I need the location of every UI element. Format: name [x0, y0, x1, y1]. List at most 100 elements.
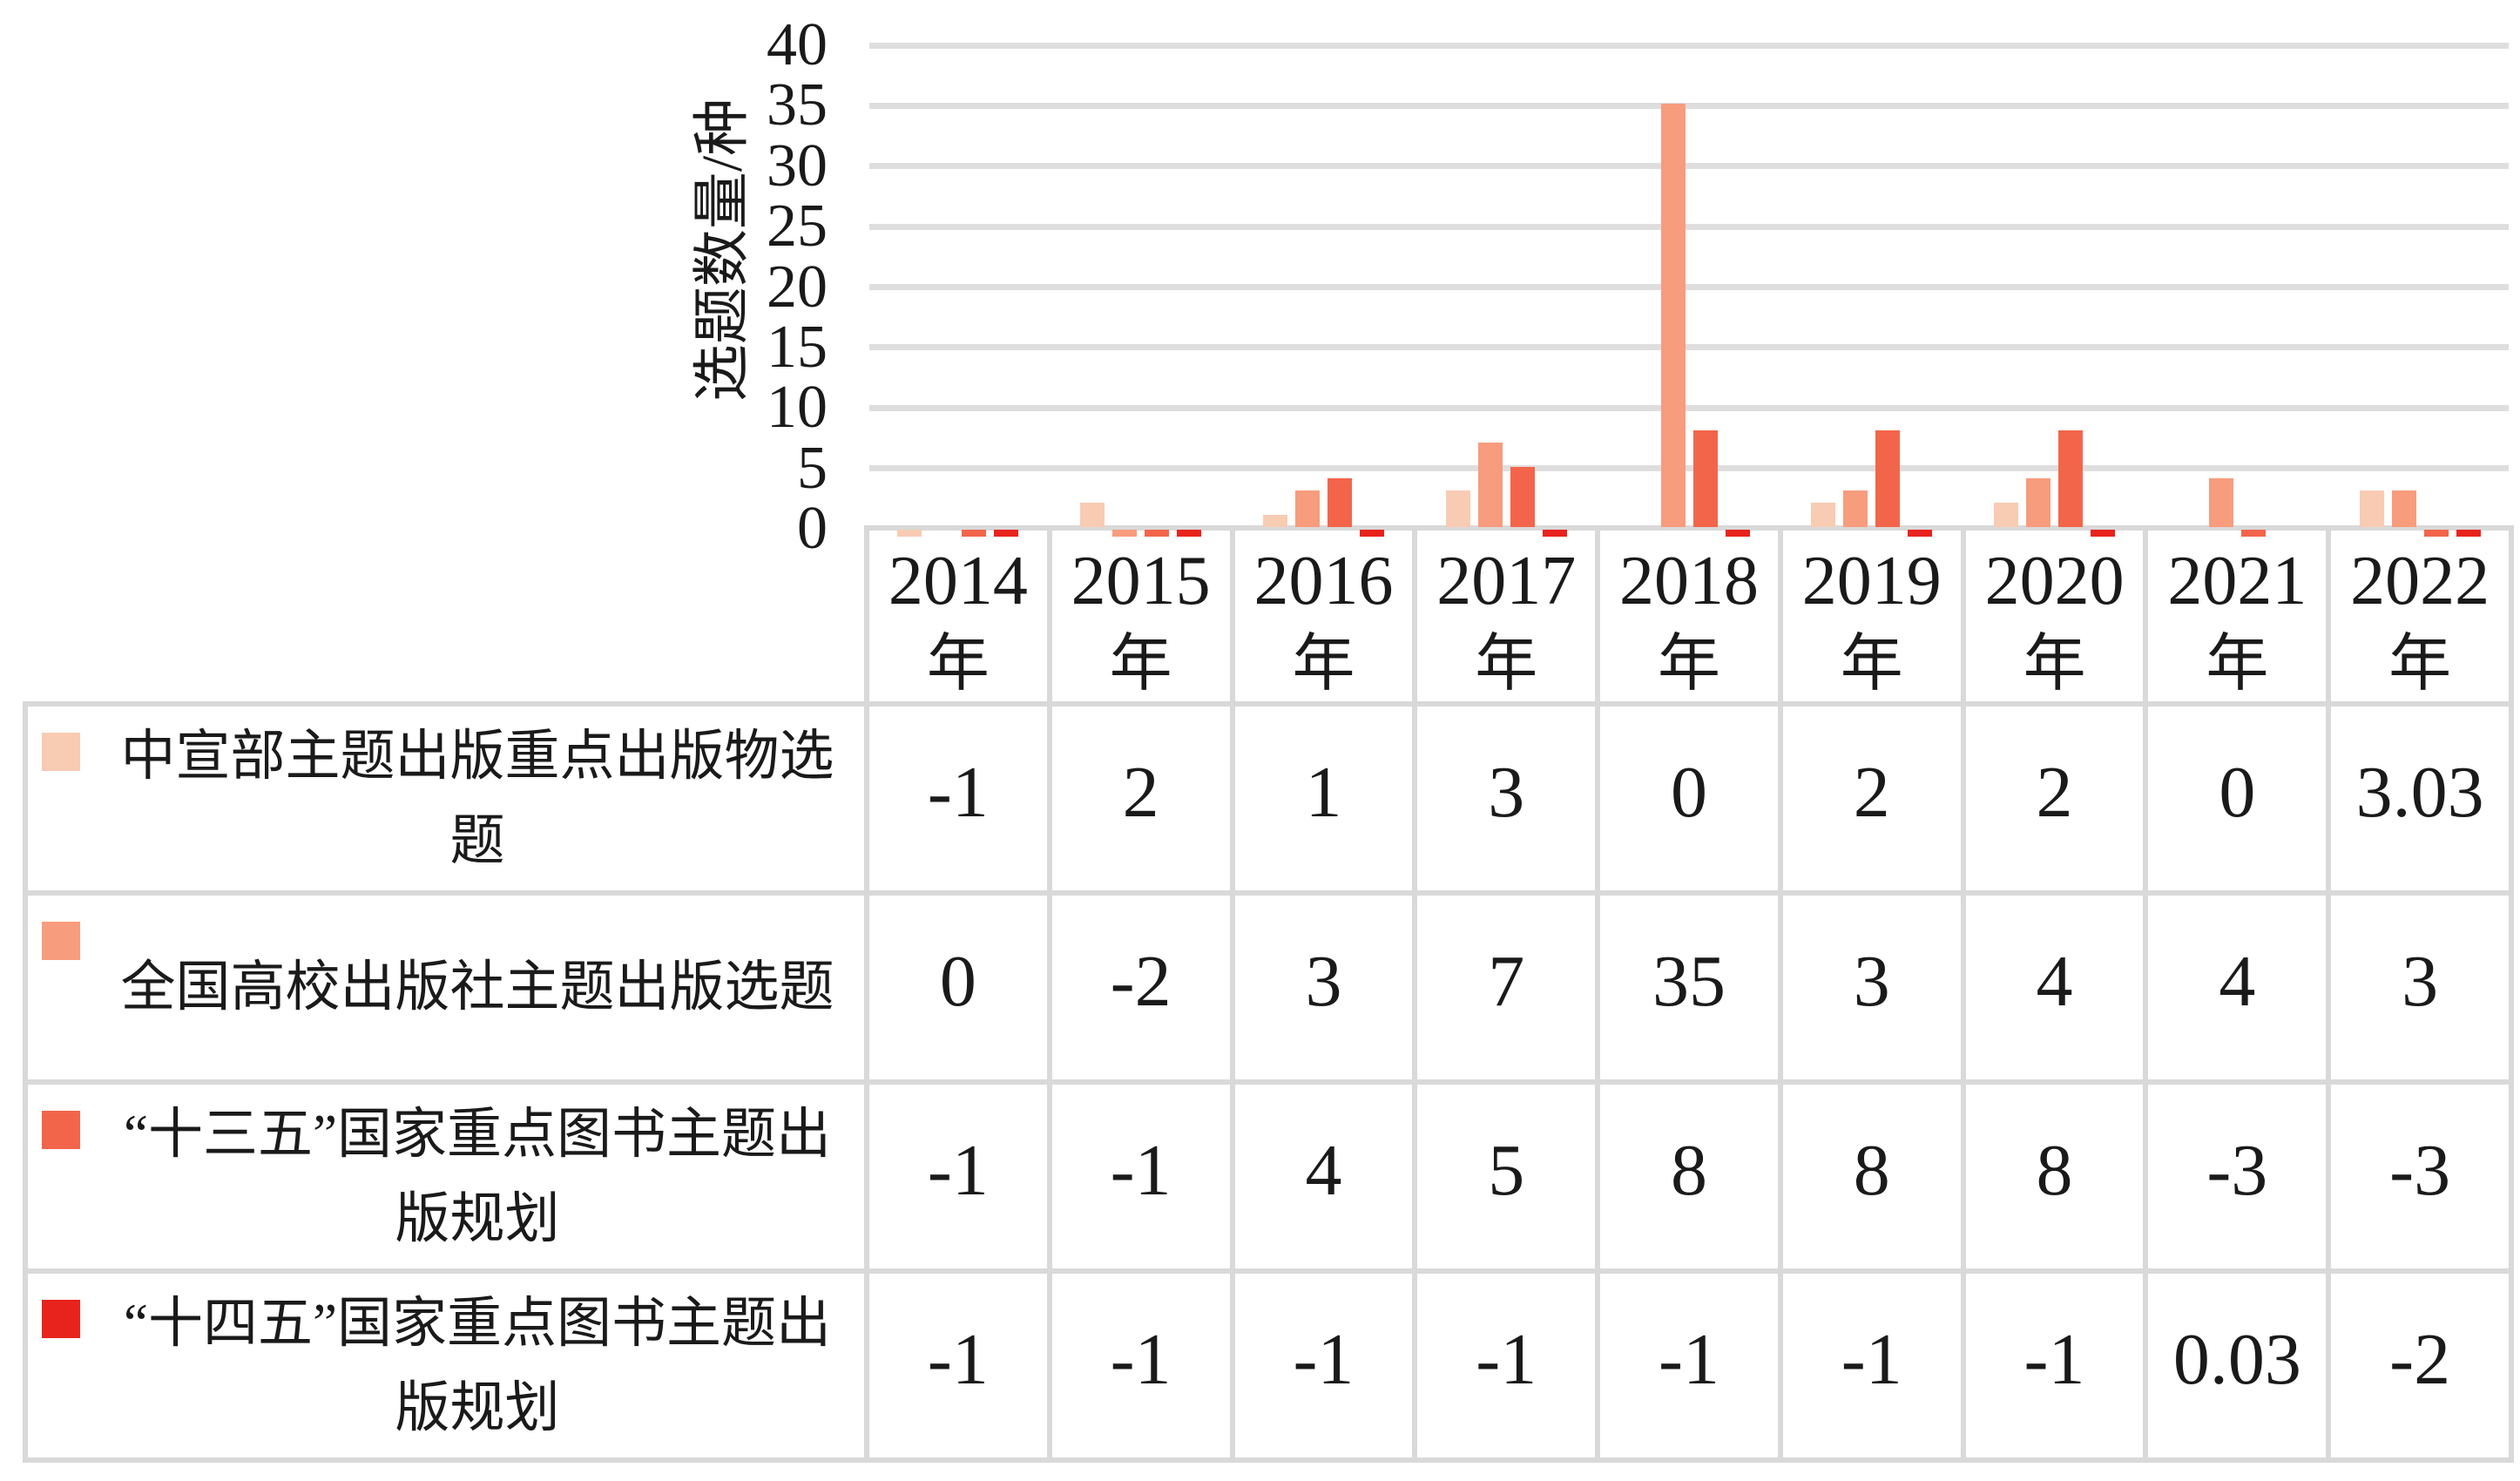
x-category-unit: 年 [1292, 629, 1355, 699]
x-category-year: 2018 [1619, 543, 1760, 619]
table-value-2020年-s4: -1 [1965, 1274, 2144, 1457]
table-value-2017年-s4: -1 [1417, 1274, 1596, 1457]
x-category-cell-2015年: 2015 年 [1051, 531, 1230, 702]
data-table: 中宣部主题出版重点出版物选题 -1 2 1 3 0 2 2 0 3.03 全国高校出版社主题出版选题… [23, 701, 2514, 1463]
bar-2017年-s3 [1510, 467, 1535, 527]
x-category-year: 2022 [2350, 543, 2490, 619]
x-axis-label-band: 2014 年 2015 年 2016 年 2017 年 2018 年 2019 年 2020 年 2021 年… [864, 525, 2514, 707]
bar-2018年-s2 [1660, 104, 1686, 527]
legend-swatch-icon [42, 922, 80, 960]
table-value-2021年-s3: -3 [2148, 1085, 2327, 1268]
table-value-2016年-s4: -1 [1234, 1274, 1413, 1457]
table-value-2016年-s3: 4 [1234, 1085, 1413, 1268]
table-value-2014年-s3: -1 [869, 1085, 1047, 1268]
x-category-cell-2014年: 2014 年 [869, 531, 1047, 702]
table-value-2018年-s2: 35 [1600, 896, 1778, 1079]
gridline-y40 [869, 42, 2509, 49]
table-value-2021年-s2: 4 [2148, 896, 2327, 1079]
x-category-unit: 年 [1658, 629, 1721, 699]
bar-2022年-s1 [2359, 490, 2384, 527]
x-category-year: 2015 [1071, 543, 1211, 619]
legend-swatch-icon [42, 733, 80, 771]
bar-2016年-s2 [1295, 490, 1320, 527]
legend-cell-series3: “十三五”国家重点图书主题出版规划 [28, 1085, 864, 1268]
negative-bar-2017年-s4 [1542, 530, 1567, 537]
negative-bar-2018年-s4 [1725, 530, 1750, 537]
table-value-2022年-s4: -2 [2331, 1274, 2509, 1457]
negative-bar-2015年-s2 [1112, 530, 1138, 537]
gridline-y10 [869, 404, 2509, 411]
x-category-cell-2019年: 2019 年 [1782, 531, 1961, 702]
x-category-unit: 年 [926, 629, 990, 699]
table-value-2019年-s2: 3 [1782, 896, 1961, 1079]
x-category-unit: 年 [1840, 629, 1903, 699]
table-value-2014年-s2: 0 [869, 896, 1047, 1079]
x-category-year: 2021 [2167, 543, 2307, 619]
table-value-2015年-s4: -1 [1051, 1274, 1230, 1457]
negative-bar-2020年-s4 [2091, 530, 2116, 537]
bar-2018年-s3 [1692, 430, 1718, 527]
x-category-unit: 年 [2023, 629, 2086, 699]
legend-series-name: “十三五”国家重点图书主题出版规划 [124, 1103, 831, 1249]
y-tick-label: 20 [767, 253, 828, 321]
table-value-2017年-s2: 7 [1417, 896, 1596, 1079]
negative-bar-2015年-s3 [1145, 530, 1170, 537]
table-value-2016年-s2: 3 [1234, 896, 1413, 1079]
bar-2019年-s2 [1843, 490, 1868, 527]
y-tick-label: 0 [797, 495, 828, 562]
x-category-cell-2022年: 2022 年 [2331, 531, 2510, 702]
x-category-cell-2021年: 2021 年 [2148, 531, 2327, 702]
gridline-y35 [869, 102, 2509, 109]
legend-swatch-icon [42, 1300, 80, 1338]
bar-2022年-s2 [2391, 490, 2416, 527]
negative-bar-2014年-s1 [897, 530, 922, 537]
y-tick-label: 5 [797, 434, 828, 502]
table-value-2015年-s2: -2 [1051, 896, 1230, 1079]
negative-bar-2015年-s4 [1177, 530, 1202, 537]
bar-2016年-s3 [1328, 478, 1352, 527]
x-category-cell-2016年: 2016 年 [1234, 531, 1413, 702]
bar-2016年-s1 [1263, 515, 1287, 527]
gridline-y15 [869, 344, 2509, 351]
bar-2020年-s1 [1994, 503, 2019, 527]
bar-2019年-s1 [1811, 503, 1836, 527]
negative-bar-2022年-s3 [2423, 530, 2449, 537]
legend-cell-series1: 中宣部主题出版重点出版物选题 [28, 707, 864, 890]
x-category-unit: 年 [2206, 629, 2269, 699]
bar-2021年-s2 [2209, 478, 2233, 527]
table-value-2017年-s1: 3 [1417, 707, 1596, 890]
y-tick-label: 40 [767, 11, 828, 78]
table-value-2018年-s3: 8 [1600, 1085, 1778, 1268]
table-value-2016年-s1: 1 [1234, 707, 1413, 890]
legend-cell-series4: “十四五”国家重点图书主题出版规划 [28, 1274, 864, 1457]
legend-series-name: “十四五”国家重点图书主题出版规划 [124, 1292, 831, 1438]
bar-2019年-s3 [1875, 430, 1901, 527]
bar-2017年-s2 [1477, 443, 1503, 527]
x-category-year: 2014 [888, 543, 1028, 619]
x-category-year: 2016 [1253, 543, 1394, 619]
x-category-unit: 年 [1109, 629, 1172, 699]
table-value-2018年-s1: 0 [1600, 707, 1778, 890]
table-value-2022年-s2: 3 [2331, 896, 2509, 1079]
table-value-2015年-s3: -1 [1051, 1085, 1230, 1268]
table-value-2021年-s4: 0.03 [2148, 1274, 2327, 1457]
y-tick-label: 35 [767, 71, 828, 139]
table-value-2019年-s1: 2 [1782, 707, 1961, 890]
table-value-2020年-s3: 8 [1965, 1085, 2144, 1268]
x-category-unit: 年 [1475, 629, 1538, 699]
x-category-year: 2017 [1436, 543, 1577, 619]
table-value-2020年-s1: 2 [1965, 707, 2144, 890]
y-tick-label: 25 [767, 193, 828, 260]
table-value-2017年-s3: 5 [1417, 1085, 1596, 1268]
table-value-2014年-s4: -1 [869, 1274, 1047, 1457]
table-value-2021年-s1: 0 [2148, 707, 2327, 890]
legend-cell-series2: 全国高校出版社主题出版选题 [28, 896, 864, 1079]
table-value-2014年-s1: -1 [869, 707, 1047, 890]
negative-bar-2022年-s4 [2456, 530, 2481, 537]
x-category-cell-2020年: 2020 年 [1965, 531, 2144, 702]
y-tick-label: 10 [767, 374, 828, 442]
table-value-2022年-s3: -3 [2331, 1085, 2509, 1268]
table-value-2022年-s1: 3.03 [2331, 707, 2509, 890]
negative-bar-2014年-s4 [994, 530, 1019, 537]
table-value-2019年-s3: 8 [1782, 1085, 1961, 1268]
